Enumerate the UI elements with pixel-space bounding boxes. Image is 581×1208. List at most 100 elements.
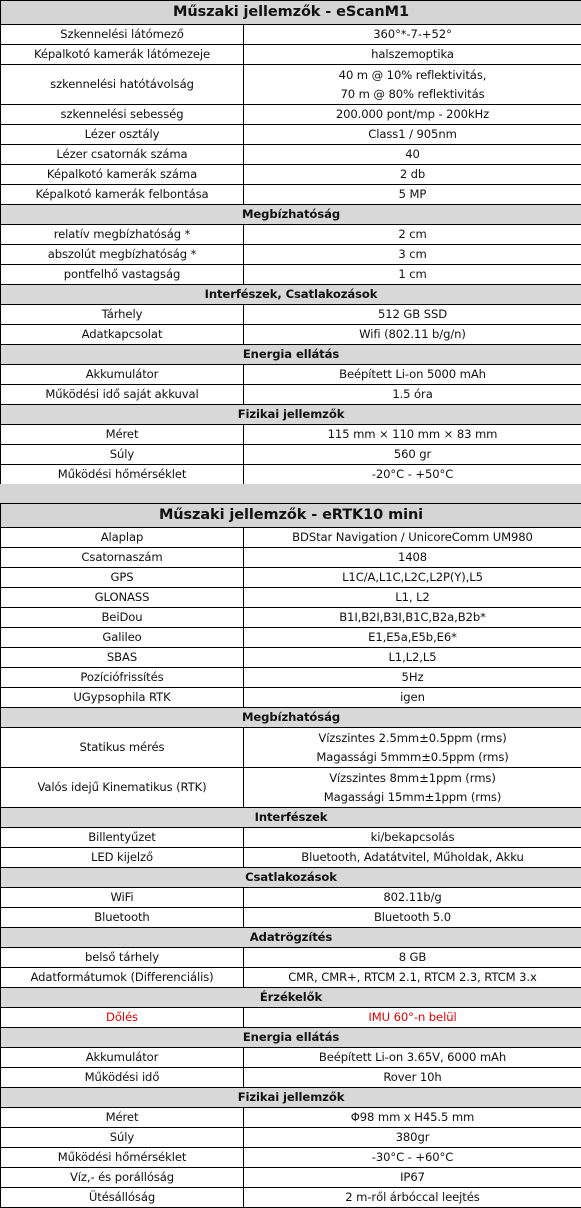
spec-label: belső tárhely [0,947,244,968]
section-header: Fizikai jellemzők [0,1087,581,1108]
spec-value: 1.5 óra [242,384,581,405]
spec-row: Csatornaszám 1408 [0,547,581,568]
spec-label: Lézer osztály [0,124,244,145]
spec-value-line: Vízszintes 8mm±1ppm (rms) [329,770,496,785]
spec-label: LED kijelző [0,847,244,868]
spec-label: Ütésállóság [0,1187,244,1208]
spec-row: Súly 380gr [0,1127,581,1148]
spec-row: Működési hőmérséklet -20°C - +50°C [0,464,581,485]
table-title: Műszaki jellemzők - eRTK10 mini [0,503,581,528]
spec-value: halszemoptika [242,44,581,65]
spec-row: Dőlés IMU 60°-n belül [0,1007,581,1028]
spec-row: szkennelési sebesség 200.000 pont/mp - 20… [0,104,581,125]
table-separator [0,484,581,504]
spec-row: Statikus mérés Vízszintes 2.5mm±0.5ppm (r… [0,727,581,768]
spec-label: GPS [0,567,244,588]
section-header: Fizikai jellemzők [0,404,581,425]
spec-row: Képalkotó kamerák száma 2 db [0,164,581,185]
spec-row: Ütésállóság 2 m-ről árbóccal leejtés [0,1187,581,1208]
spec-label: Akkumulátor [0,364,244,385]
section-header-row: Fizikai jellemzők [0,1087,581,1108]
spec-row: Működési idő Rover 10h [0,1067,581,1088]
spec-row: Bluetooth Bluetooth 5.0 [0,907,581,928]
spec-label: szkennelési hatótávolság [0,64,244,105]
spec-label: Szkennelési látómező [0,24,244,45]
spec-value: 8 GB [243,947,581,968]
spec-row: Billentyűzet ki/bekapcsolás [0,827,581,848]
spec-label: Tárhely [0,304,244,325]
spec-row: Víz,- és porállóság IP67 [0,1167,581,1188]
spec-label: relatív megbízhatóság * [0,224,244,245]
spec-value: ki/bekapcsolás [243,827,581,848]
section-header-row: Energia ellátás [0,1027,581,1048]
spec-value: IMU 60°-n belül [243,1007,581,1028]
spec-row: Méret 115 mm × 110 mm × 83 mm [0,424,581,445]
spec-label: Adatkapcsolat [0,324,244,345]
spec-label: Adatformátumok (Differenciális) [0,967,244,988]
spec-value: 40 [242,144,581,165]
section-header-row: Csatlakozások [0,867,581,888]
section-header: Energia ellátás [0,1027,581,1048]
spec-value: 5Hz [243,667,581,688]
spec-value: 2 db [242,164,581,185]
spec-label: pontfelhő vastagság [0,264,244,285]
spec-label: Képalkotó kamerák felbontása [0,184,244,205]
section-header: Energia ellátás [0,344,581,365]
spec-value: IP67 [243,1167,581,1188]
section-header-row: Megbízhatóság [0,707,581,728]
spec-value: Vízszintes 2.5mm±0.5ppm (rms) Magassági 5… [243,727,581,768]
spec-row: Adatformátumok (Differenciális) CMR, CMR+… [0,967,581,988]
spec-value: Beépített Li-on 3.65V, 6000 mAh [243,1047,581,1068]
spec-row: UGypsophila RTK igen [0,687,581,708]
spec-value: E1,E5a,E5b,E6* [243,627,581,648]
spec-label: Súly [0,444,244,465]
spec-value: Vízszintes 8mm±1ppm (rms) Magassági 15mm±… [243,767,581,808]
spec-label: Működési idő saját akkuval [0,384,244,405]
spec-row: Akkumulátor Beépített Li-on 5000 mAh [0,364,581,385]
section-header-row: Interfészek, Csatlakozások [0,284,581,305]
spec-row: belső tárhely 8 GB [0,947,581,968]
spec-row: abszolút megbízhatóság * 3 cm [0,244,581,265]
section-header-row: Energia ellátás [0,344,581,365]
spec-row: Szkennelési látómező 360°*-7-+52° [0,24,581,45]
spec-row: pontfelhő vastagság 1 cm [0,264,581,285]
spec-label: szkennelési sebesség [0,104,244,125]
spec-value: Class1 / 905nm [242,124,581,145]
section-header: Csatlakozások [0,867,581,888]
spec-value: Φ98 mm x H45.5 mm [243,1107,581,1128]
spec-row: Adatkapcsolat Wifi (802.11 b/g/n) [0,324,581,345]
section-header-row: Adatrögzítés [0,927,581,948]
spec-row: Súly 560 gr [0,444,581,465]
spec-value: B1I,B2I,B3I,B1C,B2a,B2b* [243,607,581,628]
spec-row: LED kijelző Bluetooth, Adatátvitel, Műhol… [0,847,581,868]
spec-value: 512 GB SSD [242,304,581,325]
spec-row: Működési hőmérséklet -30°C - +60°C [0,1147,581,1168]
table-title-row: Műszaki jellemzők - eRTK10 mini [0,503,581,528]
spec-label: Súly [0,1127,244,1148]
section-header-row: Megbízhatóság [0,204,581,225]
spec-value: 1 cm [242,264,581,285]
spec-value: Wifi (802.11 b/g/n) [242,324,581,345]
spec-value: Beépített Li-on 5000 mAh [242,364,581,385]
spec-value: -30°C - +60°C [243,1147,581,1168]
spec-value: L1, L2 [243,587,581,608]
spec-value: BDStar Navigation / UnicoreComm UM980 [243,527,581,548]
spec-label: Víz,- és porállóság [0,1167,244,1188]
spec-label: Méret [0,1107,244,1128]
spec-row: szkennelési hatótávolság 40 m @ 10% refle… [0,64,581,105]
spec-label: WiFi [0,887,244,908]
spec-label: Dőlés [0,1007,244,1028]
ertk10-mini-spec-table: Műszaki jellemzők - eRTK10 mini Alaplap B… [0,503,581,1208]
spec-row: Működési idő saját akkuval 1.5 óra [0,384,581,405]
escan-m1-spec-table: Műszaki jellemzők - eScanM1 Szkennelési … [0,0,581,485]
spec-row: GLONASS L1, L2 [0,587,581,608]
spec-value-line: Magassági 15mm±1ppm (rms) [323,789,502,804]
spec-label: Működési idő [0,1067,244,1088]
spec-label: Pozíciófrissítés [0,667,244,688]
spec-row: Lézer osztály Class1 / 905nm [0,124,581,145]
spec-row: relatív megbízhatóság * 2 cm [0,224,581,245]
spec-label: GLONASS [0,587,244,608]
spec-row: Képalkotó kamerák felbontása 5 MP [0,184,581,205]
spec-row: Akkumulátor Beépített Li-on 3.65V, 6000 m… [0,1047,581,1068]
spec-value: igen [243,687,581,708]
